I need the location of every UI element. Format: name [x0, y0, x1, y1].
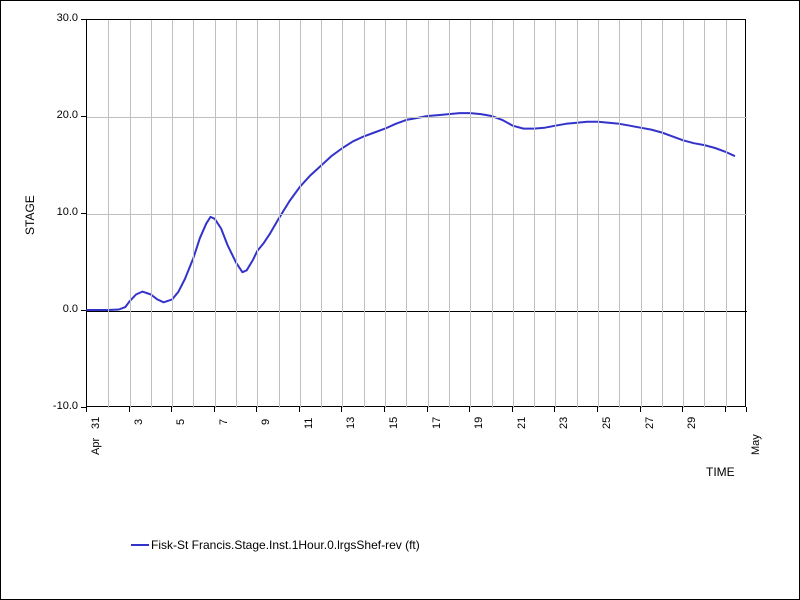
x-tick-mark — [554, 407, 555, 412]
x-axis-title: TIME — [706, 465, 735, 479]
x-tick-label: 15 — [388, 417, 400, 429]
x-gridline — [704, 20, 705, 408]
x-gridline — [683, 20, 684, 408]
x-gridline — [428, 20, 429, 408]
x-gridline — [385, 20, 386, 408]
legend-swatch — [131, 544, 149, 546]
y-tick-mark — [81, 116, 86, 117]
x-gridline — [662, 20, 663, 408]
y-tick-label: 0.0 — [36, 303, 78, 315]
x-tick-mark — [597, 407, 598, 412]
x-tick-mark — [682, 407, 683, 412]
x-gridline — [555, 20, 556, 408]
y-tick-label: 30.0 — [36, 12, 78, 24]
x-tick-label: 13 — [345, 417, 357, 429]
x-tick-label: 17 — [431, 417, 443, 429]
plot-area — [86, 19, 746, 407]
x-gridline — [534, 20, 535, 408]
x-gridline — [641, 20, 642, 408]
y-gridline — [87, 117, 747, 118]
x-tick-mark — [214, 407, 215, 412]
x-tick-label: 5 — [175, 419, 187, 425]
x-gridline — [279, 20, 280, 408]
series-line — [87, 113, 734, 310]
x-gridline — [215, 20, 216, 408]
x-tick-label: 19 — [473, 417, 485, 429]
x-tick-label: 27 — [644, 417, 656, 429]
x-gridline — [513, 20, 514, 408]
x-gridline — [470, 20, 471, 408]
y-tick-mark — [81, 310, 86, 311]
x-gridline — [257, 20, 258, 408]
x-tick-label: 23 — [558, 417, 570, 429]
x-tick-mark — [384, 407, 385, 412]
x-gridline — [151, 20, 152, 408]
month-end-label: May — [750, 434, 762, 455]
y-tick-mark — [81, 19, 86, 20]
x-gridline — [321, 20, 322, 408]
y-tick-mark — [81, 213, 86, 214]
x-tick-mark — [725, 407, 726, 412]
x-tick-mark — [640, 407, 641, 412]
x-tick-label: 31 — [90, 417, 102, 429]
x-tick-mark — [469, 407, 470, 412]
x-tick-mark — [171, 407, 172, 412]
y-axis-title: STAGE — [23, 195, 37, 235]
x-gridline — [342, 20, 343, 408]
x-gridline — [193, 20, 194, 408]
x-gridline — [449, 20, 450, 408]
x-gridline — [598, 20, 599, 408]
x-tick-mark — [129, 407, 130, 412]
x-tick-mark — [256, 407, 257, 412]
y-gridline — [87, 214, 747, 215]
x-gridline — [172, 20, 173, 408]
x-tick-label: 29 — [686, 417, 698, 429]
month-start-label: Apr — [90, 438, 102, 455]
x-tick-label: 7 — [218, 419, 230, 425]
x-gridline — [577, 20, 578, 408]
x-tick-label: 21 — [516, 417, 528, 429]
x-gridline — [619, 20, 620, 408]
x-gridline — [406, 20, 407, 408]
y-zero-line — [87, 311, 747, 312]
x-gridline — [364, 20, 365, 408]
x-tick-mark — [427, 407, 428, 412]
x-gridline — [726, 20, 727, 408]
legend: Fisk-St Francis.Stage.Inst.1Hour.0.lrgsS… — [131, 538, 420, 552]
x-tick-mark — [86, 407, 87, 412]
x-tick-mark — [341, 407, 342, 412]
x-gridline — [108, 20, 109, 408]
legend-label: Fisk-St Francis.Stage.Inst.1Hour.0.lrgsS… — [151, 538, 420, 552]
x-tick-label: 11 — [303, 418, 315, 429]
x-tick-mark — [746, 407, 747, 412]
y-tick-label: 20.0 — [36, 109, 78, 121]
chart-container: STAGE TIME Fisk-St Francis.Stage.Inst.1H… — [0, 0, 800, 600]
x-tick-label: 3 — [133, 419, 145, 425]
x-gridline — [236, 20, 237, 408]
x-gridline — [300, 20, 301, 408]
x-tick-label: 9 — [260, 419, 272, 425]
y-tick-label: -10.0 — [36, 400, 78, 412]
x-tick-label: 25 — [601, 417, 613, 429]
x-tick-mark — [512, 407, 513, 412]
x-gridline — [130, 20, 131, 408]
y-tick-label: 10.0 — [36, 206, 78, 218]
x-tick-mark — [299, 407, 300, 412]
x-gridline — [492, 20, 493, 408]
